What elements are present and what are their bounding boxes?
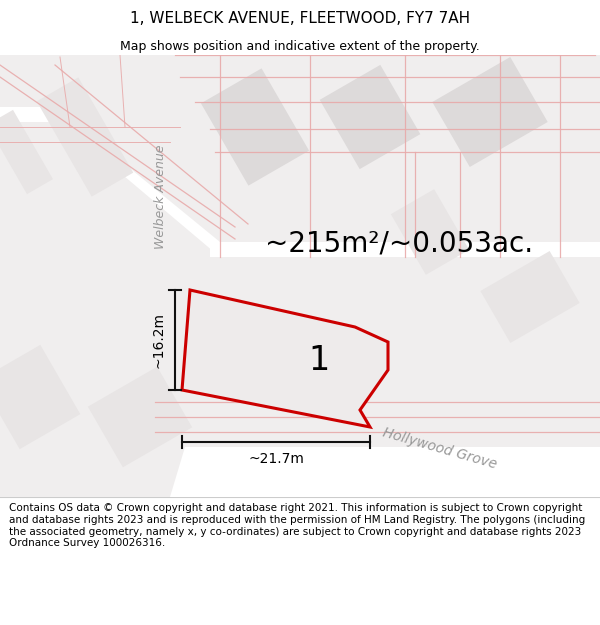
Polygon shape (182, 290, 388, 427)
Polygon shape (432, 57, 548, 167)
Polygon shape (0, 110, 53, 194)
Text: Map shows position and indicative extent of the property.: Map shows position and indicative extent… (120, 39, 480, 52)
Polygon shape (170, 447, 600, 497)
Polygon shape (201, 68, 309, 186)
Polygon shape (481, 251, 580, 343)
Polygon shape (88, 367, 192, 468)
Text: 1, WELBECK AVENUE, FLEETWOOD, FY7 7AH: 1, WELBECK AVENUE, FLEETWOOD, FY7 7AH (130, 11, 470, 26)
Polygon shape (391, 189, 469, 275)
Text: ~21.7m: ~21.7m (248, 452, 304, 466)
Text: ~16.2m: ~16.2m (151, 312, 165, 368)
Text: Hollywood Grove: Hollywood Grove (381, 426, 499, 472)
Polygon shape (37, 78, 133, 197)
Polygon shape (0, 107, 220, 257)
Polygon shape (0, 345, 80, 449)
Text: 1: 1 (308, 344, 329, 377)
Text: ~215m²/~0.053ac.: ~215m²/~0.053ac. (265, 229, 533, 257)
Text: Welbeck Avenue: Welbeck Avenue (154, 145, 167, 249)
Text: Contains OS data © Crown copyright and database right 2021. This information is : Contains OS data © Crown copyright and d… (9, 503, 585, 548)
Polygon shape (320, 65, 421, 169)
Polygon shape (210, 242, 600, 257)
